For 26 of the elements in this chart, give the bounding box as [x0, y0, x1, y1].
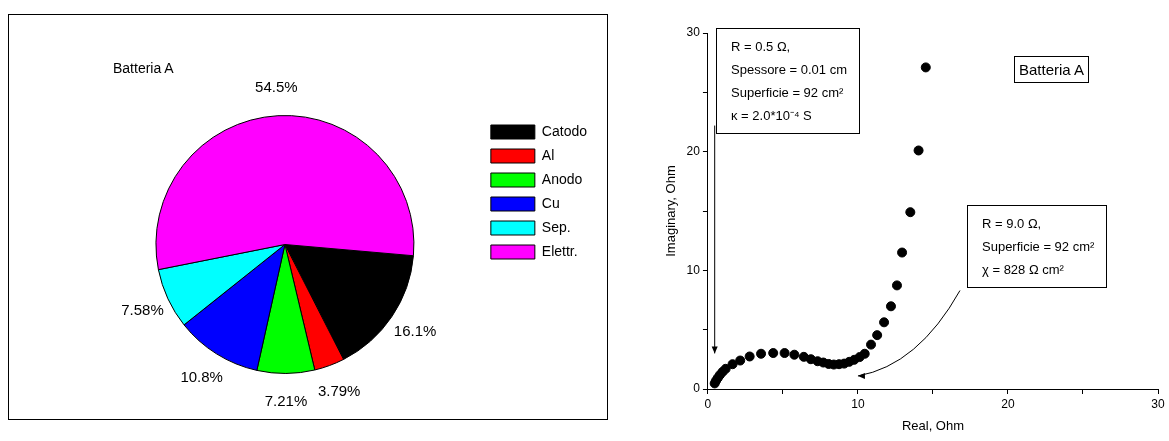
x-tick-label: 30 — [1151, 396, 1165, 411]
legend-label: Cu — [541, 194, 560, 211]
legend-label: Elettr. — [541, 242, 578, 259]
legend-label: Catodo — [541, 122, 588, 139]
x-axis-title: Real, Ohm — [901, 417, 965, 433]
legend-label: Sep. — [541, 218, 571, 235]
y-tick-label: 10 — [686, 262, 701, 277]
chart-title: Batteria A — [113, 60, 174, 76]
data-label: 10.8% — [180, 367, 223, 385]
data-label: 7.21% — [264, 391, 308, 409]
y-tick-label: 20 — [686, 143, 701, 158]
x-tick-label: 20 — [1001, 396, 1015, 411]
annotation: R = 0.5 Ω, Spessore = 0.01 cm Superficie = 92 cm² κ = 2.0*10⁻⁴ S — [731, 38, 847, 125]
annotation: R = 9.0 Ω, Superficie = 92 cm² χ = 828 Ω cm² — [982, 215, 1095, 279]
legend-label: Al — [541, 146, 555, 163]
y-axis-title: Imaginary, Ohm — [663, 165, 679, 257]
y-tick-label: 0 — [693, 381, 701, 396]
x-tick-label: 10 — [851, 396, 865, 411]
data-label: 7.58% — [121, 300, 164, 318]
y-tick-label: 30 — [686, 25, 701, 40]
data-label: 54.5% — [255, 77, 298, 95]
data-label: 16.1% — [393, 322, 437, 340]
text: Batteria A — [1014, 56, 1090, 83]
x-tick-label: 0 — [704, 396, 712, 411]
legend-label: Anodo — [541, 170, 583, 187]
data-label: 3.79% — [317, 381, 361, 399]
